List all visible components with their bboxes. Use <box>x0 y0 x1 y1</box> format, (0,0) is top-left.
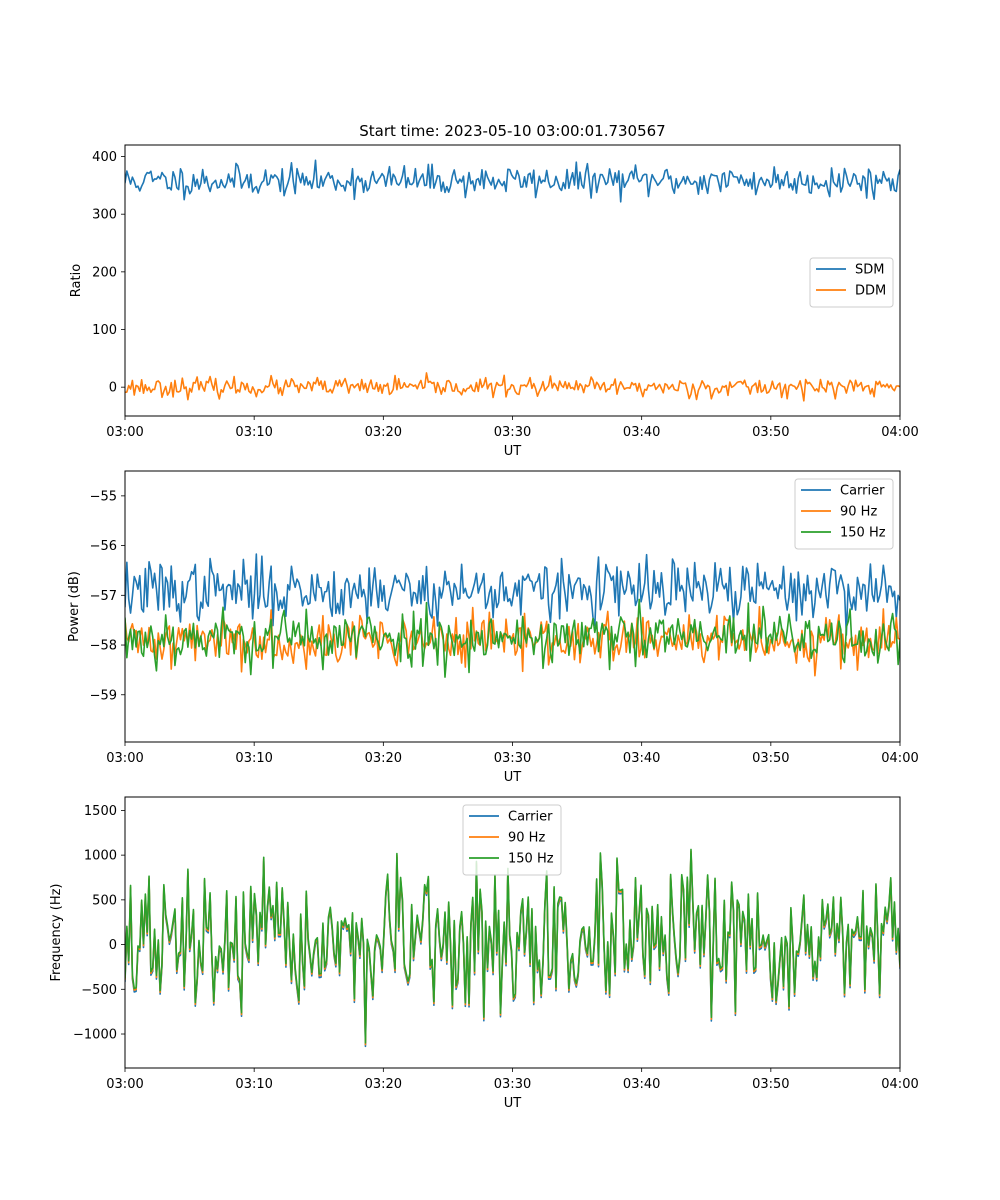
y-tick-label: 0 <box>109 381 117 396</box>
x-tick-label: 03:40 <box>623 425 660 440</box>
chart-panel-2: 03:00 03:10 03:20 03:30 03:40 03:50 04:00 −59 −5… <box>67 470 919 785</box>
legend-label: 90 Hz <box>508 831 545 846</box>
series-line-ddm <box>125 372 900 402</box>
x-tick-label: 03:20 <box>365 425 402 440</box>
legend-label: SDM <box>855 263 884 278</box>
plot-frame <box>124 470 901 743</box>
legend-label: Carrier <box>840 484 885 499</box>
x-tick-label: 03:00 <box>106 425 143 440</box>
chart-panel-3: 03:00 03:10 03:20 03:30 03:40 03:50 04:00 −1000… <box>49 796 919 1111</box>
y-tick-label: −57 <box>90 589 117 604</box>
y-tick-label: −59 <box>90 688 117 703</box>
x-axis-label: UT <box>504 444 522 459</box>
x-tick-label: 03:50 <box>752 751 789 766</box>
y-tick-label: 200 <box>92 265 117 280</box>
series-line-carrier <box>125 553 900 636</box>
y-axis-label: Ratio <box>69 264 84 297</box>
y-tick-label: −55 <box>90 489 117 504</box>
legend-label: 150 Hz <box>840 526 886 541</box>
x-tick-label: 03:30 <box>494 425 531 440</box>
legend-box <box>809 257 894 308</box>
x-axis-label: UT <box>504 1096 522 1111</box>
x-tick-label: 03:20 <box>365 1077 402 1092</box>
x-tick-label: 04:00 <box>881 425 918 440</box>
y-tick-label: 0 <box>109 938 117 953</box>
x-tick-label: 03:50 <box>752 1077 789 1092</box>
y-axis-label: Power (dB) <box>67 571 82 642</box>
y-tick-label: −58 <box>90 639 117 654</box>
x-tick-label: 03:20 <box>365 751 402 766</box>
y-tick-label: 1500 <box>84 804 117 819</box>
x-tick-label: 04:00 <box>881 751 918 766</box>
y-tick-label: 500 <box>92 893 117 908</box>
legend: SDM DDM <box>809 257 894 308</box>
x-tick-label: 04:00 <box>881 1077 918 1092</box>
series-line-sdm <box>125 159 900 203</box>
legend-label: 150 Hz <box>508 852 554 867</box>
x-tick-label: 03:40 <box>623 1077 660 1092</box>
y-tick-label: −500 <box>81 983 117 998</box>
y-tick-label: 1000 <box>84 849 117 864</box>
x-tick-label: 03:00 <box>106 1077 143 1092</box>
series-line-carrier <box>125 852 900 1048</box>
series-line-150-hz <box>125 598 900 678</box>
legend-label: Carrier <box>508 810 553 825</box>
x-tick-label: 03:50 <box>752 425 789 440</box>
x-tick-label: 03:30 <box>494 751 531 766</box>
y-tick-label: −1000 <box>73 1028 117 1043</box>
x-axis-label: UT <box>504 770 522 785</box>
x-tick-label: 03:10 <box>235 751 272 766</box>
x-tick-label: 03:10 <box>235 425 272 440</box>
legend-label: 90 Hz <box>840 505 877 520</box>
series-line-90-hz <box>125 605 900 677</box>
y-axis-label: Frequency (Hz) <box>49 883 64 981</box>
y-tick-label: 300 <box>92 208 117 223</box>
y-tick-label: 100 <box>92 323 117 338</box>
series-line-150-hz <box>125 848 900 1044</box>
y-tick-label: −56 <box>90 539 117 554</box>
x-tick-label: 03:00 <box>106 751 143 766</box>
legend-label: DDM <box>855 284 886 299</box>
chart-title: Start time: 2023-05-10 03:00:01.730567 <box>359 122 665 140</box>
x-tick-label: 03:40 <box>623 751 660 766</box>
chart-panel-1: 03:00 03:10 03:20 03:30 03:40 03:50 04:00 0 100 2… <box>69 144 919 459</box>
x-tick-label: 03:30 <box>494 1077 531 1092</box>
legend: Carrier 90 Hz 150 Hz <box>794 478 894 550</box>
legend: Carrier 90 Hz 150 Hz <box>462 804 562 876</box>
y-tick-label: 400 <box>92 150 117 165</box>
x-tick-label: 03:10 <box>235 1077 272 1092</box>
